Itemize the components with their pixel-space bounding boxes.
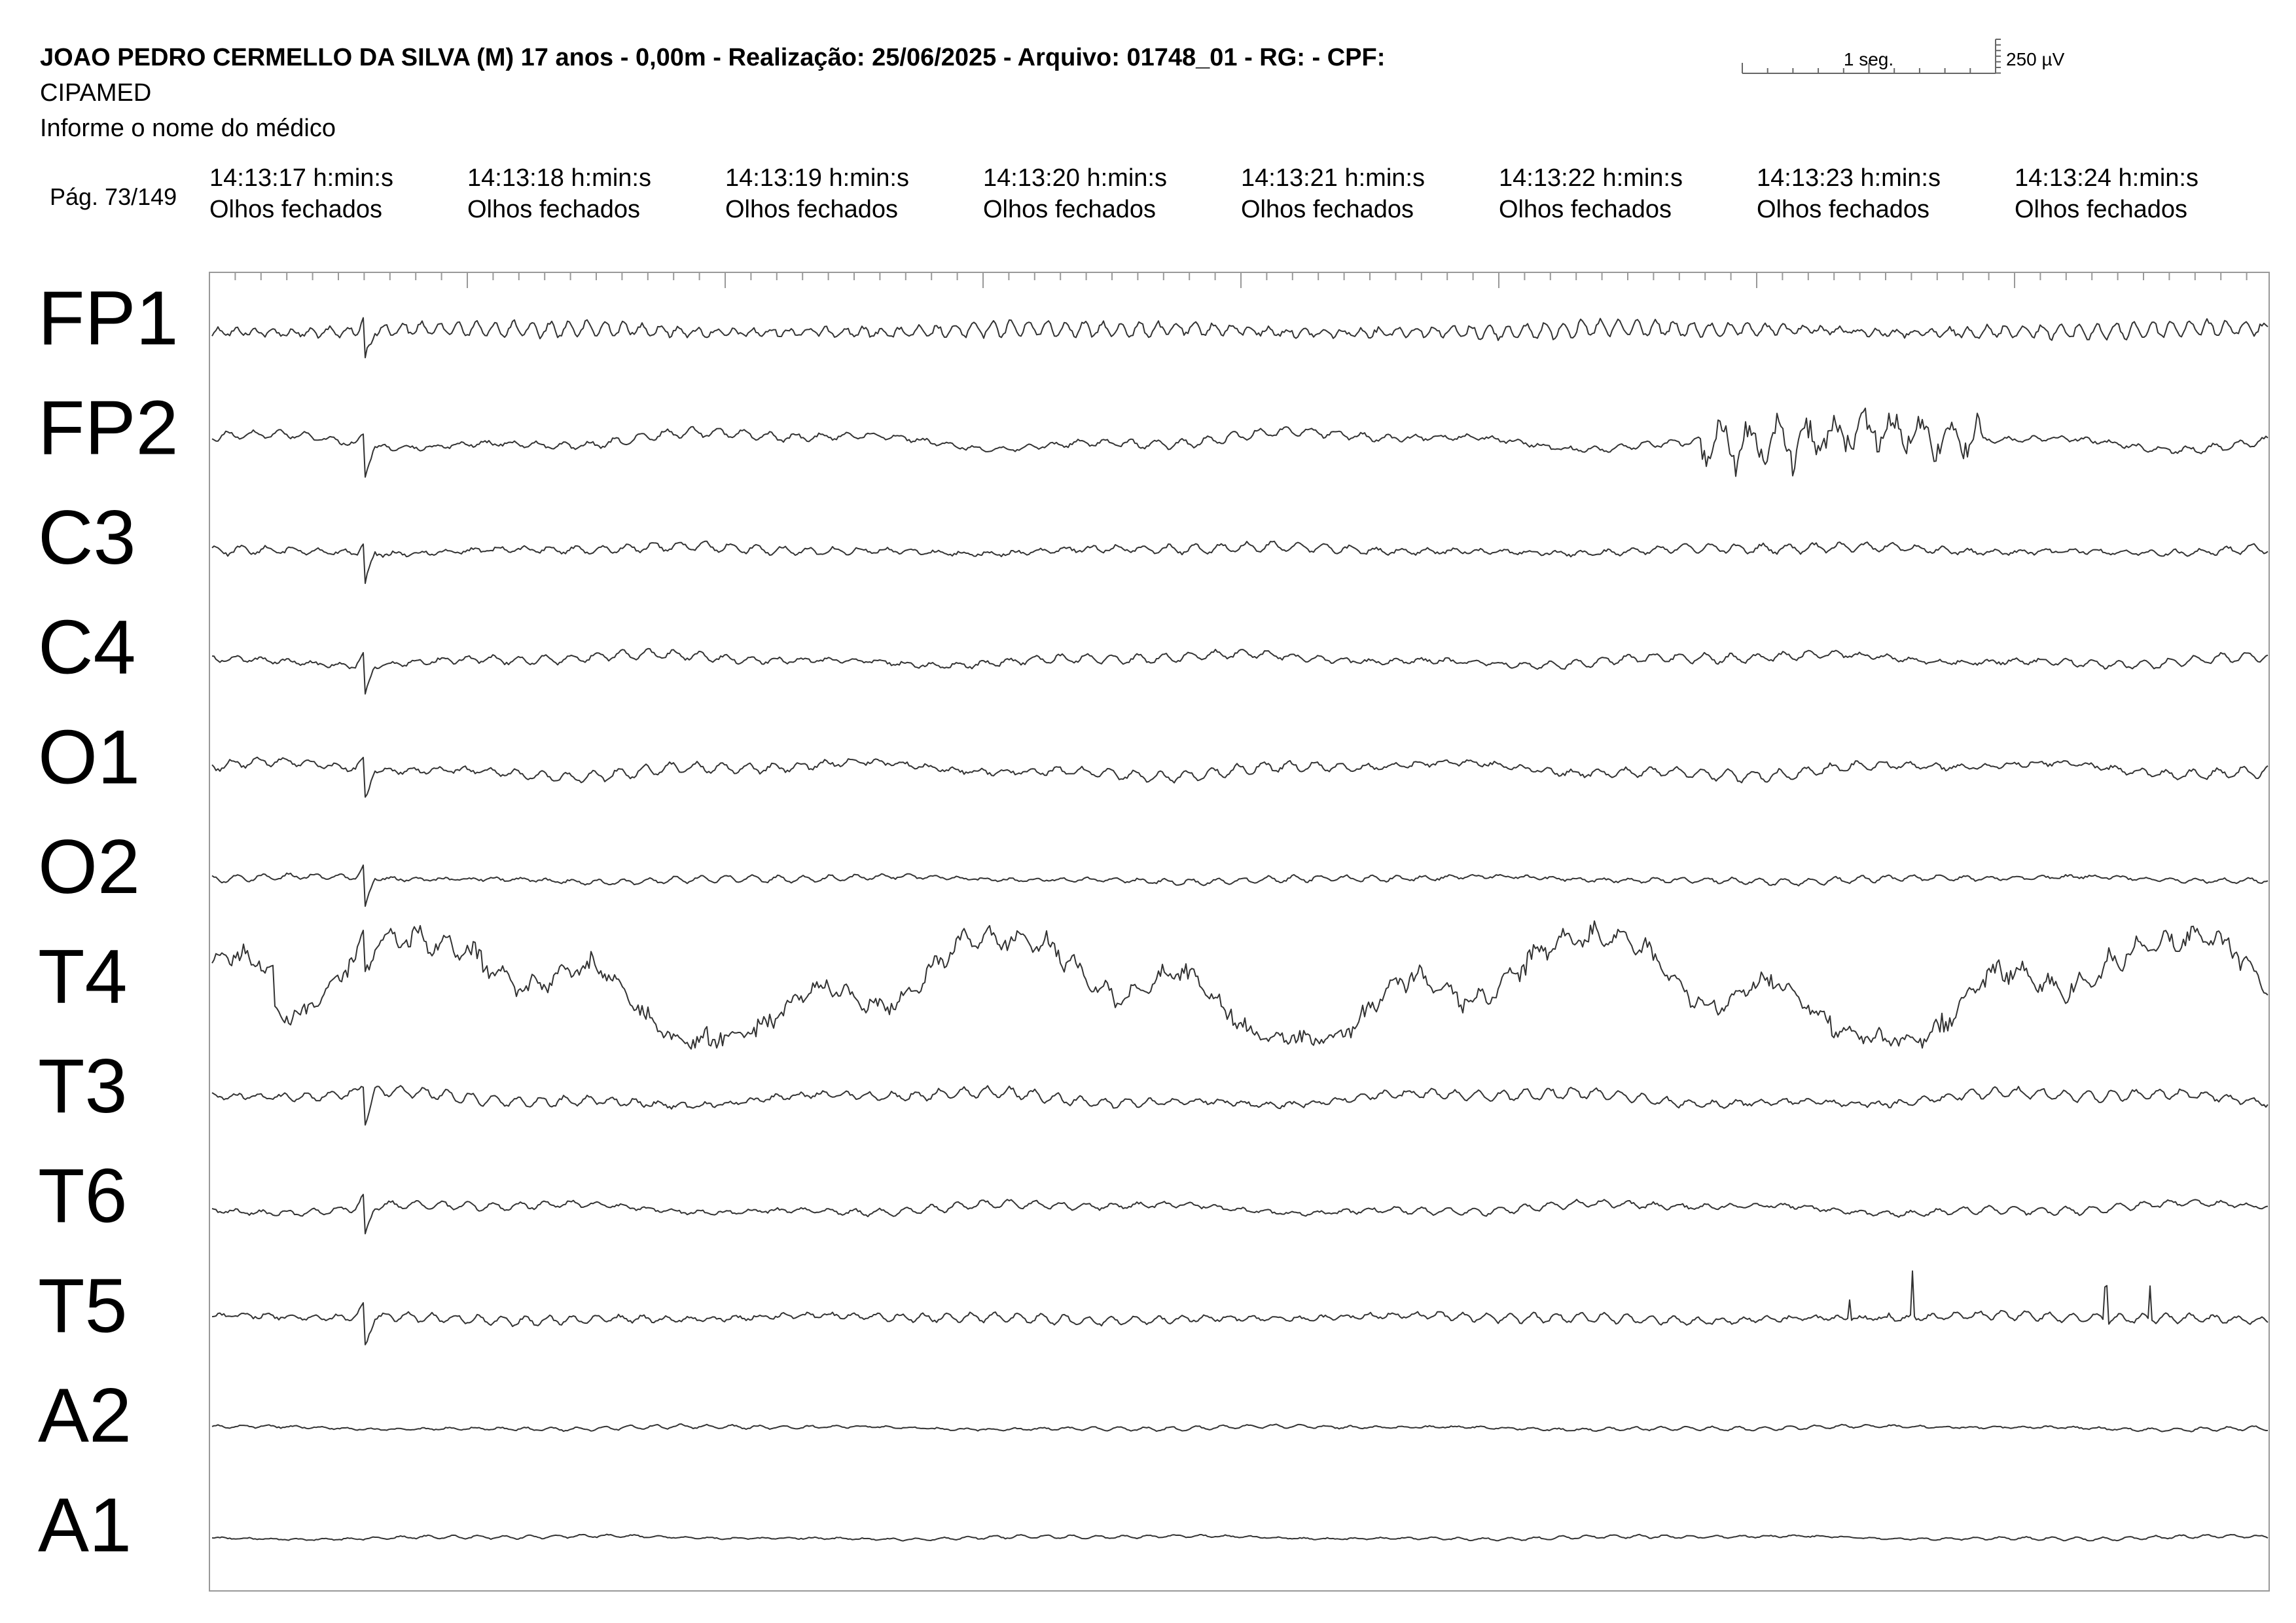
channel-label: T4	[38, 934, 128, 1019]
eeg-trace	[211, 1533, 2269, 1542]
eeg-trace	[211, 1194, 2269, 1235]
channel-labels: FP1 FP2 C3 C4 O1 O2 T4 T3 T6 T5 A2 A1	[38, 275, 179, 1568]
channel-label: T5	[38, 1262, 128, 1348]
scale-bar: 1 seg. 250 µV	[1742, 39, 2065, 74]
scale-ticks	[1742, 39, 2001, 74]
channel-label: A2	[38, 1372, 132, 1458]
column-state: Olhos fechados	[209, 196, 382, 223]
eeg-trace	[211, 1085, 2269, 1126]
column-state: Olhos fechados	[1757, 196, 1929, 223]
eeg-trace	[211, 407, 2269, 478]
eeg-trace	[211, 756, 2269, 798]
column-state: Olhos fechados	[467, 196, 640, 223]
column-time: 14:13:23 h:min:s	[1757, 164, 1941, 192]
column-state: Olhos fechados	[983, 196, 1156, 223]
patient-title: JOAO PEDRO CERMELLO DA SILVA (M) 17 anos…	[40, 44, 1385, 71]
page-number: Pág. 73/149	[50, 183, 177, 210]
eeg-trace	[211, 647, 2269, 695]
amplitude-scale-label: 250 µV	[2006, 49, 2065, 69]
channel-label: O1	[38, 714, 140, 799]
eeg-trace	[211, 1423, 2268, 1432]
column-time: 14:13:20 h:min:s	[983, 164, 1167, 192]
column-state: Olhos fechados	[1499, 196, 1672, 223]
eeg-trace	[211, 540, 2269, 584]
waveforms	[211, 317, 2269, 1542]
column-time: 14:13:19 h:min:s	[725, 164, 909, 192]
time-scale-label: 1 seg.	[1844, 49, 1893, 69]
column-time: 14:13:18 h:min:s	[467, 164, 651, 192]
channel-label: FP2	[38, 385, 179, 471]
clinic-name: CIPAMED	[40, 79, 151, 107]
doctor-name: Informe o nome do médico	[40, 115, 336, 142]
column-time: 14:13:21 h:min:s	[1241, 164, 1425, 192]
column-state: Olhos fechados	[1241, 196, 1414, 223]
channel-label: A1	[38, 1482, 132, 1568]
column-state: Olhos fechados	[725, 196, 898, 223]
channel-label: C3	[38, 494, 136, 580]
column-time: 14:13:24 h:min:s	[2015, 164, 2198, 192]
top-ticks	[209, 272, 2248, 288]
channel-label: T6	[38, 1153, 128, 1239]
plot-frame	[209, 272, 2270, 1592]
column-state: Olhos fechados	[2015, 196, 2187, 223]
eeg-trace	[211, 920, 2269, 1050]
time-columns: 14:13:17 h:min:s Olhos fechados 14:13:18 h…	[209, 164, 2198, 223]
channel-label: O2	[38, 824, 140, 909]
column-time: 14:13:22 h:min:s	[1499, 164, 1683, 192]
channel-label: T3	[38, 1043, 128, 1129]
column-time: 14:13:17 h:min:s	[209, 164, 393, 192]
eeg-trace	[211, 1270, 2269, 1345]
eeg-trace	[211, 864, 2269, 907]
eeg-trace	[211, 317, 2269, 359]
channel-label: C4	[38, 604, 136, 690]
channel-label: FP1	[38, 275, 179, 361]
